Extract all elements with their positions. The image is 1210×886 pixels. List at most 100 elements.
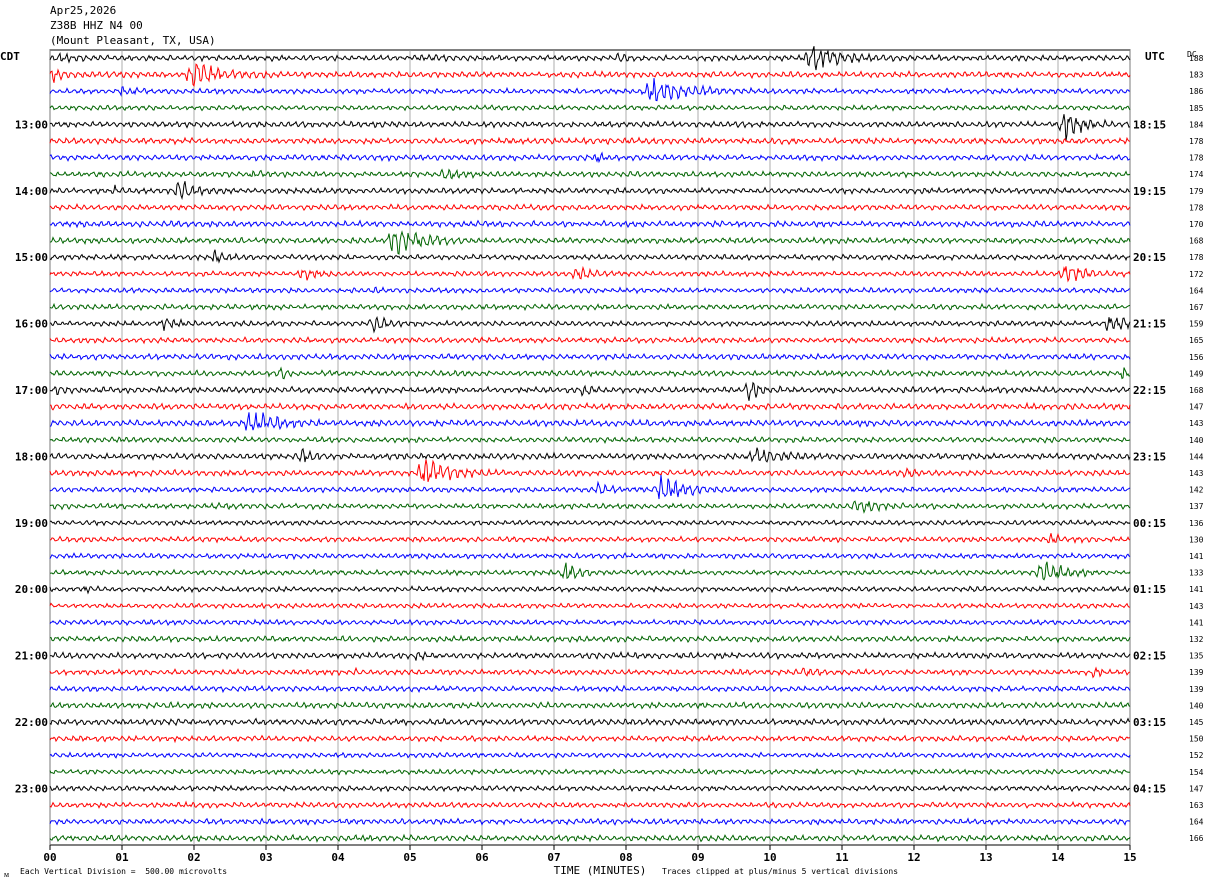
- seismic-trace: [49, 104, 1131, 112]
- right-hour-label: 18:15: [1133, 118, 1166, 131]
- dc-offset-label: 142: [1189, 486, 1204, 495]
- seismic-trace: [49, 817, 1131, 826]
- seismic-trace: [49, 768, 1131, 776]
- left-hour-label: 17:00: [15, 384, 48, 397]
- x-tick-label: 14: [1051, 851, 1065, 864]
- seismic-trace: [49, 136, 1131, 146]
- seismic-trace: [49, 561, 1131, 581]
- x-tick-label: 03: [259, 851, 272, 864]
- left-hour-label: 22:00: [15, 716, 48, 729]
- x-tick-label: 15: [1123, 851, 1136, 864]
- dc-offset-label: 141: [1189, 585, 1204, 594]
- seismic-trace: [49, 151, 1131, 164]
- dc-offset-label: 186: [1189, 87, 1204, 96]
- dc-offset-label: 167: [1189, 303, 1204, 312]
- seismic-trace: [49, 412, 1131, 431]
- x-tick-label: 05: [403, 851, 416, 864]
- seismic-trace: [49, 286, 1131, 295]
- dc-offset-label: 178: [1189, 253, 1204, 262]
- left-zone-label: CDT: [0, 50, 20, 63]
- right-hour-label: 01:15: [1133, 583, 1166, 596]
- dc-offset-label: 178: [1189, 137, 1204, 146]
- dc-offset-label: 137: [1189, 502, 1204, 511]
- x-tick-label: 10: [763, 851, 776, 864]
- dc-offset-label: 184: [1189, 120, 1204, 129]
- left-hour-label: 18:00: [15, 450, 48, 463]
- seismic-trace: [49, 519, 1131, 527]
- seismic-trace: [49, 500, 1131, 514]
- seismic-trace: [49, 114, 1131, 141]
- x-tick-label: 06: [475, 851, 489, 864]
- seismic-trace: [49, 618, 1131, 627]
- x-tick-label: 04: [331, 851, 345, 864]
- dc-offset-label: 166: [1189, 834, 1204, 843]
- dc-offset-label: 144: [1189, 452, 1204, 461]
- seismic-trace: [49, 181, 1131, 201]
- dc-offset-label: 143: [1189, 419, 1204, 428]
- seismic-trace: [49, 63, 1131, 87]
- left-hour-label: 15:00: [15, 251, 48, 264]
- dc-offset-label: 152: [1189, 751, 1204, 760]
- seismic-trace: [49, 435, 1131, 444]
- x-tick-label: 12: [907, 851, 920, 864]
- dc-offset-label: 188: [1189, 54, 1204, 63]
- dc-offset-label: 156: [1189, 353, 1204, 362]
- seismic-trace: [50, 230, 1131, 255]
- dc-offset-label: 183: [1189, 71, 1204, 80]
- seismic-trace: [49, 401, 1131, 412]
- dc-offset-label: 154: [1189, 768, 1204, 777]
- right-hour-label: 23:15: [1133, 450, 1166, 463]
- seismic-trace: [49, 335, 1131, 345]
- dc-offset-label: 130: [1189, 535, 1204, 544]
- seismic-trace: [49, 459, 1131, 482]
- seismic-trace: [49, 168, 1131, 180]
- seismic-trace: [49, 532, 1131, 545]
- dc-offset-label: 170: [1189, 220, 1204, 229]
- right-hour-label: 00:15: [1133, 517, 1166, 530]
- seismic-trace: [49, 352, 1131, 362]
- dc-offset-label: 147: [1189, 403, 1204, 412]
- dc-offset-label: 149: [1189, 369, 1204, 378]
- seismic-trace: [49, 219, 1131, 229]
- seismic-trace: [49, 381, 1130, 401]
- right-hour-label: 03:15: [1133, 716, 1166, 729]
- left-hour-label: 16:00: [15, 318, 48, 331]
- left-hour-label: 19:00: [15, 517, 48, 530]
- seismic-trace: [49, 717, 1131, 727]
- dc-offset-label: 178: [1189, 203, 1204, 212]
- x-tick-label: 11: [835, 851, 849, 864]
- dc-offset-label: 139: [1189, 668, 1204, 677]
- corner-mark: ᴍ: [4, 870, 10, 879]
- scale-text: Each Vertical Division = 500.00 microvol…: [20, 867, 228, 876]
- dc-offset-label: 185: [1189, 104, 1204, 113]
- dc-offset-label: 179: [1189, 187, 1204, 196]
- dc-offset-label: 140: [1189, 701, 1204, 710]
- right-hour-label: 21:15: [1133, 318, 1166, 331]
- header-date: Apr25,2026: [50, 4, 117, 17]
- dc-offset-label: 141: [1189, 552, 1204, 561]
- dc-offset-label: 163: [1189, 801, 1204, 810]
- right-zone-label: UTC: [1145, 50, 1165, 63]
- seismic-trace: [49, 447, 1131, 463]
- seismic-trace: [49, 474, 1131, 500]
- dc-offset-label: 132: [1189, 635, 1204, 644]
- left-hour-label: 13:00: [15, 118, 48, 131]
- dc-offset-label: 164: [1189, 286, 1204, 295]
- dc-offset-label: 164: [1189, 818, 1204, 827]
- seismic-trace: [49, 734, 1131, 744]
- dc-header: DC: [1187, 50, 1197, 59]
- x-tick-label: 07: [547, 851, 560, 864]
- right-hour-label: 02:15: [1133, 650, 1166, 663]
- dc-offset-label: 143: [1189, 469, 1204, 478]
- dc-offset-label: 139: [1189, 685, 1204, 694]
- x-tick-label: 02: [187, 851, 200, 864]
- right-hour-label: 04:15: [1133, 782, 1166, 795]
- right-hour-label: 19:15: [1133, 185, 1166, 198]
- dc-offset-label: 143: [1189, 602, 1204, 611]
- x-tick-label: 01: [115, 851, 129, 864]
- dc-offset-label: 136: [1189, 519, 1204, 528]
- dc-offset-label: 147: [1189, 784, 1204, 793]
- left-hour-label: 20:00: [15, 583, 48, 596]
- dc-offset-label: 165: [1189, 336, 1204, 345]
